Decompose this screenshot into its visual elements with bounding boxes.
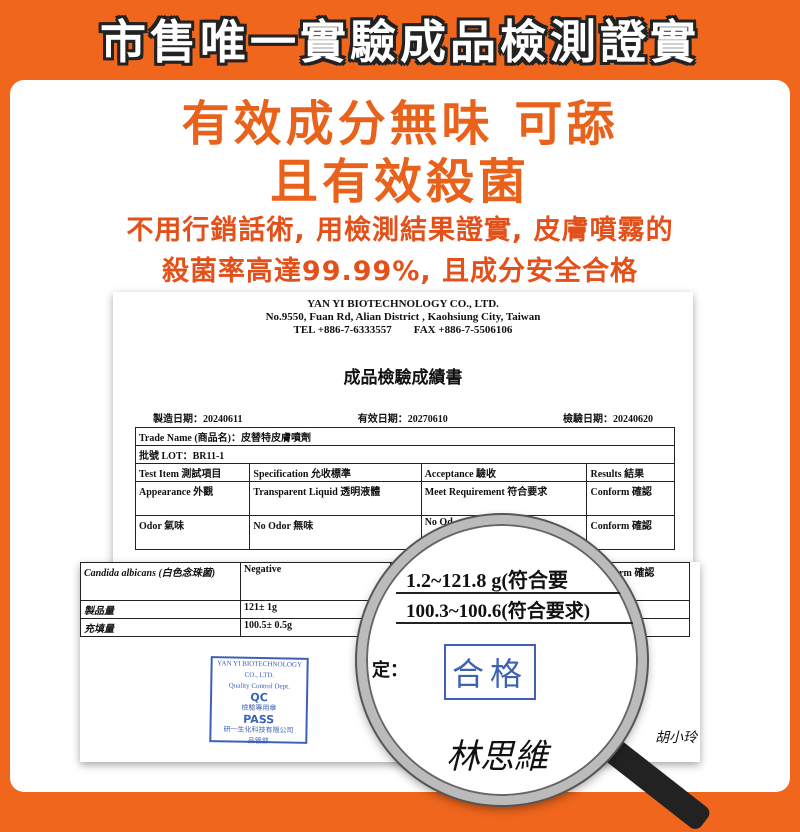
banner-title: 市售唯一實驗成品檢測證實	[100, 15, 700, 69]
table-cell: Conform 確認	[586, 481, 675, 516]
report-title: 成品檢驗成績書	[343, 368, 463, 388]
table-cell: Odor 氣味	[134, 515, 251, 550]
signature: 林思維	[446, 737, 548, 777]
table-cell: 100.5± 0.5g	[240, 618, 391, 637]
headline-line1: 有效成分無味 可舔	[181, 96, 619, 152]
qc-pass-stamp: YAN YI BIOTECHNOLOGY CO., LTD. Quality Co…	[209, 656, 309, 745]
company-contact: TEL +886-7-6333557 FAX +886-7-5506106	[293, 324, 513, 336]
company-name: YAN YI BIOTECHNOLOGY CO., LTD.	[307, 298, 499, 310]
table-cell: Conform 確認	[586, 515, 675, 550]
subtext-line1: 不用行銷話術, 用檢測結果證實, 皮膚噴霧的	[126, 215, 674, 246]
table-cell: Transparent Liquid 透明液體	[249, 481, 422, 516]
magnifier-lens: 1.2~121.8 g(符合要 100.3~100.6(符合要求) 定： 合格 …	[357, 515, 647, 805]
table-row: Appearance 外觀 Transparent Liquid 透明液體 Meet…	[134, 481, 675, 516]
table-cell: Meet Requirement 符合要求	[420, 481, 588, 516]
headline-line2: 且有效殺菌	[269, 154, 530, 210]
test-report-page: YAN YI BIOTECHNOLOGY CO., LTD. No.9550, …	[113, 292, 693, 565]
table-cell: 批號 LOT：BR11-1	[135, 445, 675, 464]
report-dates: 製造日期：20240611 有效日期：20270610 檢驗日期：20240620	[153, 414, 653, 425]
table-cell: Negative	[240, 562, 391, 601]
signature-2: 胡小玲	[655, 731, 697, 746]
table-cell: Candida albicans (白色念珠菌)	[80, 562, 241, 601]
table-cell: Test Item 測試項目	[134, 463, 251, 482]
table-cell: Acceptance 驗收	[420, 463, 588, 482]
table-header: Test Item 測試項目 Specification 允收標準 Acceptan…	[134, 463, 675, 482]
table-cell: 製品量	[80, 600, 241, 619]
subtext-line2: 殺菌率高達99.99%, 且成分安全合格	[161, 256, 639, 287]
report-table: Trade Name (商品名)：皮替特皮膚噴劑 批號 LOT：BR11-1 T…	[134, 427, 675, 550]
table-cell: No Odor 無味	[249, 515, 422, 550]
table-cell: Specification 允收標準	[249, 463, 422, 482]
table-cell: 充填量	[80, 618, 241, 637]
table-cell: Appearance 外觀	[134, 481, 251, 516]
table-cell: Results 結果	[586, 463, 675, 482]
table-row: Odor 氣味 No Odor 無味 No Od Conform 確認	[134, 515, 675, 550]
company-address: No.9550, Fuan Rd, Alian District , Kaohs…	[265, 311, 541, 323]
pass-stamp: 合格	[444, 644, 536, 700]
table-cell: Trade Name (商品名)：皮替特皮膚噴劑	[135, 427, 675, 446]
